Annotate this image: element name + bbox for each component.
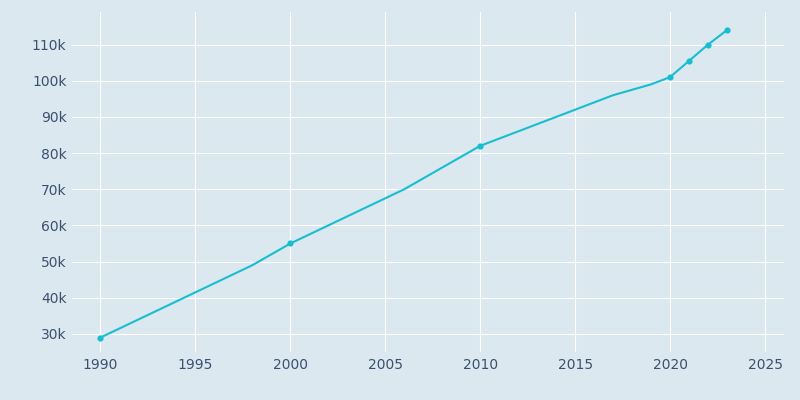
Point [94,334,107,341]
Point [284,240,297,247]
Point [721,27,734,33]
Point [474,143,486,149]
Point [664,74,677,80]
Point [682,58,695,64]
Point [702,41,714,48]
